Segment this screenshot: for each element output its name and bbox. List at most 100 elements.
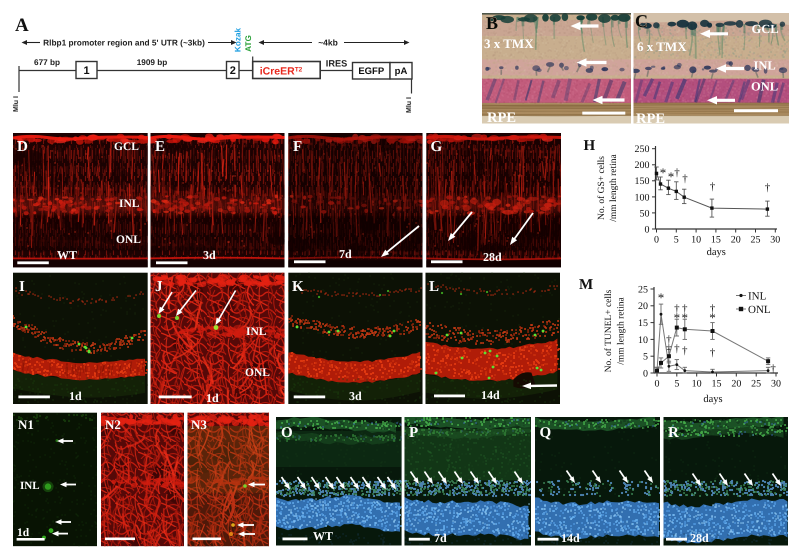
svg-text:1d: 1d [206, 391, 219, 405]
svg-text:5: 5 [643, 352, 648, 363]
svg-text:*: * [660, 165, 667, 180]
svg-text:K: K [292, 279, 304, 295]
svg-text:15: 15 [638, 318, 648, 329]
svg-text:Mlu I: Mlu I [12, 96, 20, 112]
svg-text:RPE: RPE [636, 111, 665, 127]
svg-text:Rlbp1 promoter region and 5' U: Rlbp1 promoter region and 5' UTR (~3kb) [43, 38, 205, 48]
svg-text:25: 25 [638, 284, 648, 295]
svg-text:M: M [579, 277, 593, 293]
svg-text:Mlu I: Mlu I [405, 97, 413, 113]
svg-text:ONL: ONL [116, 234, 141, 246]
svg-text:10: 10 [691, 235, 701, 246]
svg-text:2: 2 [230, 65, 236, 77]
svg-text:20: 20 [731, 235, 741, 246]
svg-text:28d: 28d [690, 531, 709, 545]
svg-text:7d: 7d [339, 247, 352, 261]
svg-text:3 x TMX: 3 x TMX [484, 36, 534, 51]
svg-text:A: A [15, 15, 29, 36]
svg-text:*: * [682, 310, 689, 325]
svg-text:250: 250 [635, 144, 650, 155]
svg-text:20: 20 [731, 379, 741, 390]
svg-text:1: 1 [83, 65, 89, 77]
svg-text:50: 50 [640, 208, 650, 219]
svg-text:~4kb: ~4kb [318, 38, 338, 48]
svg-text:20: 20 [638, 301, 648, 312]
svg-text:3d: 3d [349, 389, 362, 403]
svg-text:/mm length retina: /mm length retina [617, 296, 627, 364]
svg-text:†: † [710, 181, 716, 193]
svg-text:ONL: ONL [751, 80, 778, 94]
svg-text:INL: INL [246, 326, 267, 338]
svg-text:ONL: ONL [245, 367, 270, 379]
svg-text:H: H [584, 138, 596, 154]
svg-text:†: † [765, 182, 771, 194]
svg-text:†: † [666, 334, 672, 346]
svg-text:†: † [770, 363, 776, 375]
svg-text:days: days [707, 247, 726, 258]
svg-text:L: L [429, 279, 439, 295]
svg-text:Q: Q [540, 425, 552, 441]
svg-text:100: 100 [635, 192, 650, 203]
svg-text:†: † [674, 303, 680, 315]
svg-text:No. of GS+ cells: No. of GS+ cells [597, 156, 607, 220]
svg-text:15: 15 [711, 235, 721, 246]
svg-text:P: P [409, 425, 418, 441]
svg-text:14d: 14d [481, 388, 500, 402]
svg-text:1d: 1d [17, 527, 30, 539]
svg-text:0: 0 [655, 379, 660, 390]
svg-text:WT: WT [313, 529, 333, 543]
svg-text:5: 5 [674, 235, 679, 246]
svg-text:INL: INL [20, 480, 40, 492]
svg-text:R: R [668, 425, 679, 441]
svg-text:B: B [486, 13, 498, 33]
svg-text:150: 150 [635, 176, 650, 187]
svg-text:0: 0 [643, 368, 648, 379]
svg-text:iCreERT2: iCreERT2 [260, 66, 303, 78]
svg-text:WT: WT [57, 248, 77, 262]
svg-text:RPE: RPE [487, 110, 516, 126]
svg-text:ONL: ONL [748, 304, 771, 316]
svg-text:INL: INL [748, 291, 767, 303]
svg-text:D: D [17, 139, 28, 155]
svg-text:25: 25 [751, 235, 761, 246]
svg-text:5: 5 [674, 379, 679, 390]
svg-text:†: † [666, 343, 672, 355]
svg-text:1909 bp: 1909 bp [137, 58, 168, 67]
svg-text:N1: N1 [18, 417, 34, 432]
svg-text:EGFP: EGFP [358, 66, 385, 77]
svg-text:F: F [293, 139, 302, 155]
svg-text:days: days [703, 394, 722, 405]
svg-text:†: † [710, 303, 716, 315]
svg-text:677 bp: 677 bp [34, 58, 60, 67]
svg-text:*: * [674, 310, 681, 325]
svg-text:†: † [710, 347, 716, 359]
svg-text:†: † [682, 173, 688, 185]
svg-text:I: I [19, 279, 25, 295]
svg-text:E: E [155, 139, 165, 155]
svg-text:25: 25 [751, 379, 761, 390]
svg-text:G: G [431, 139, 443, 155]
svg-text:0: 0 [645, 224, 650, 235]
svg-text:O: O [281, 425, 293, 441]
svg-text:7d: 7d [434, 531, 447, 545]
svg-text:ATG: ATG [244, 35, 253, 52]
svg-text:14d: 14d [561, 531, 580, 545]
svg-text:GCL: GCL [114, 141, 139, 153]
svg-text:0: 0 [654, 235, 659, 246]
svg-text:†: † [674, 167, 680, 179]
svg-text:GCL: GCL [752, 22, 779, 36]
svg-text:15: 15 [712, 379, 722, 390]
svg-text:*: * [709, 310, 716, 325]
svg-text:*: * [658, 290, 665, 305]
svg-text:30: 30 [771, 379, 781, 390]
svg-text:INL: INL [119, 198, 140, 210]
svg-text:*: * [668, 169, 675, 184]
svg-text:IRES: IRES [326, 59, 347, 69]
svg-text:†: † [682, 345, 688, 357]
svg-text:Kozak: Kozak [234, 28, 243, 53]
svg-text:28d: 28d [483, 250, 502, 264]
svg-text:10: 10 [638, 335, 648, 346]
svg-text:1d: 1d [69, 389, 82, 403]
svg-text:/mm length retina: /mm length retina [609, 153, 619, 221]
svg-text:10: 10 [692, 379, 702, 390]
